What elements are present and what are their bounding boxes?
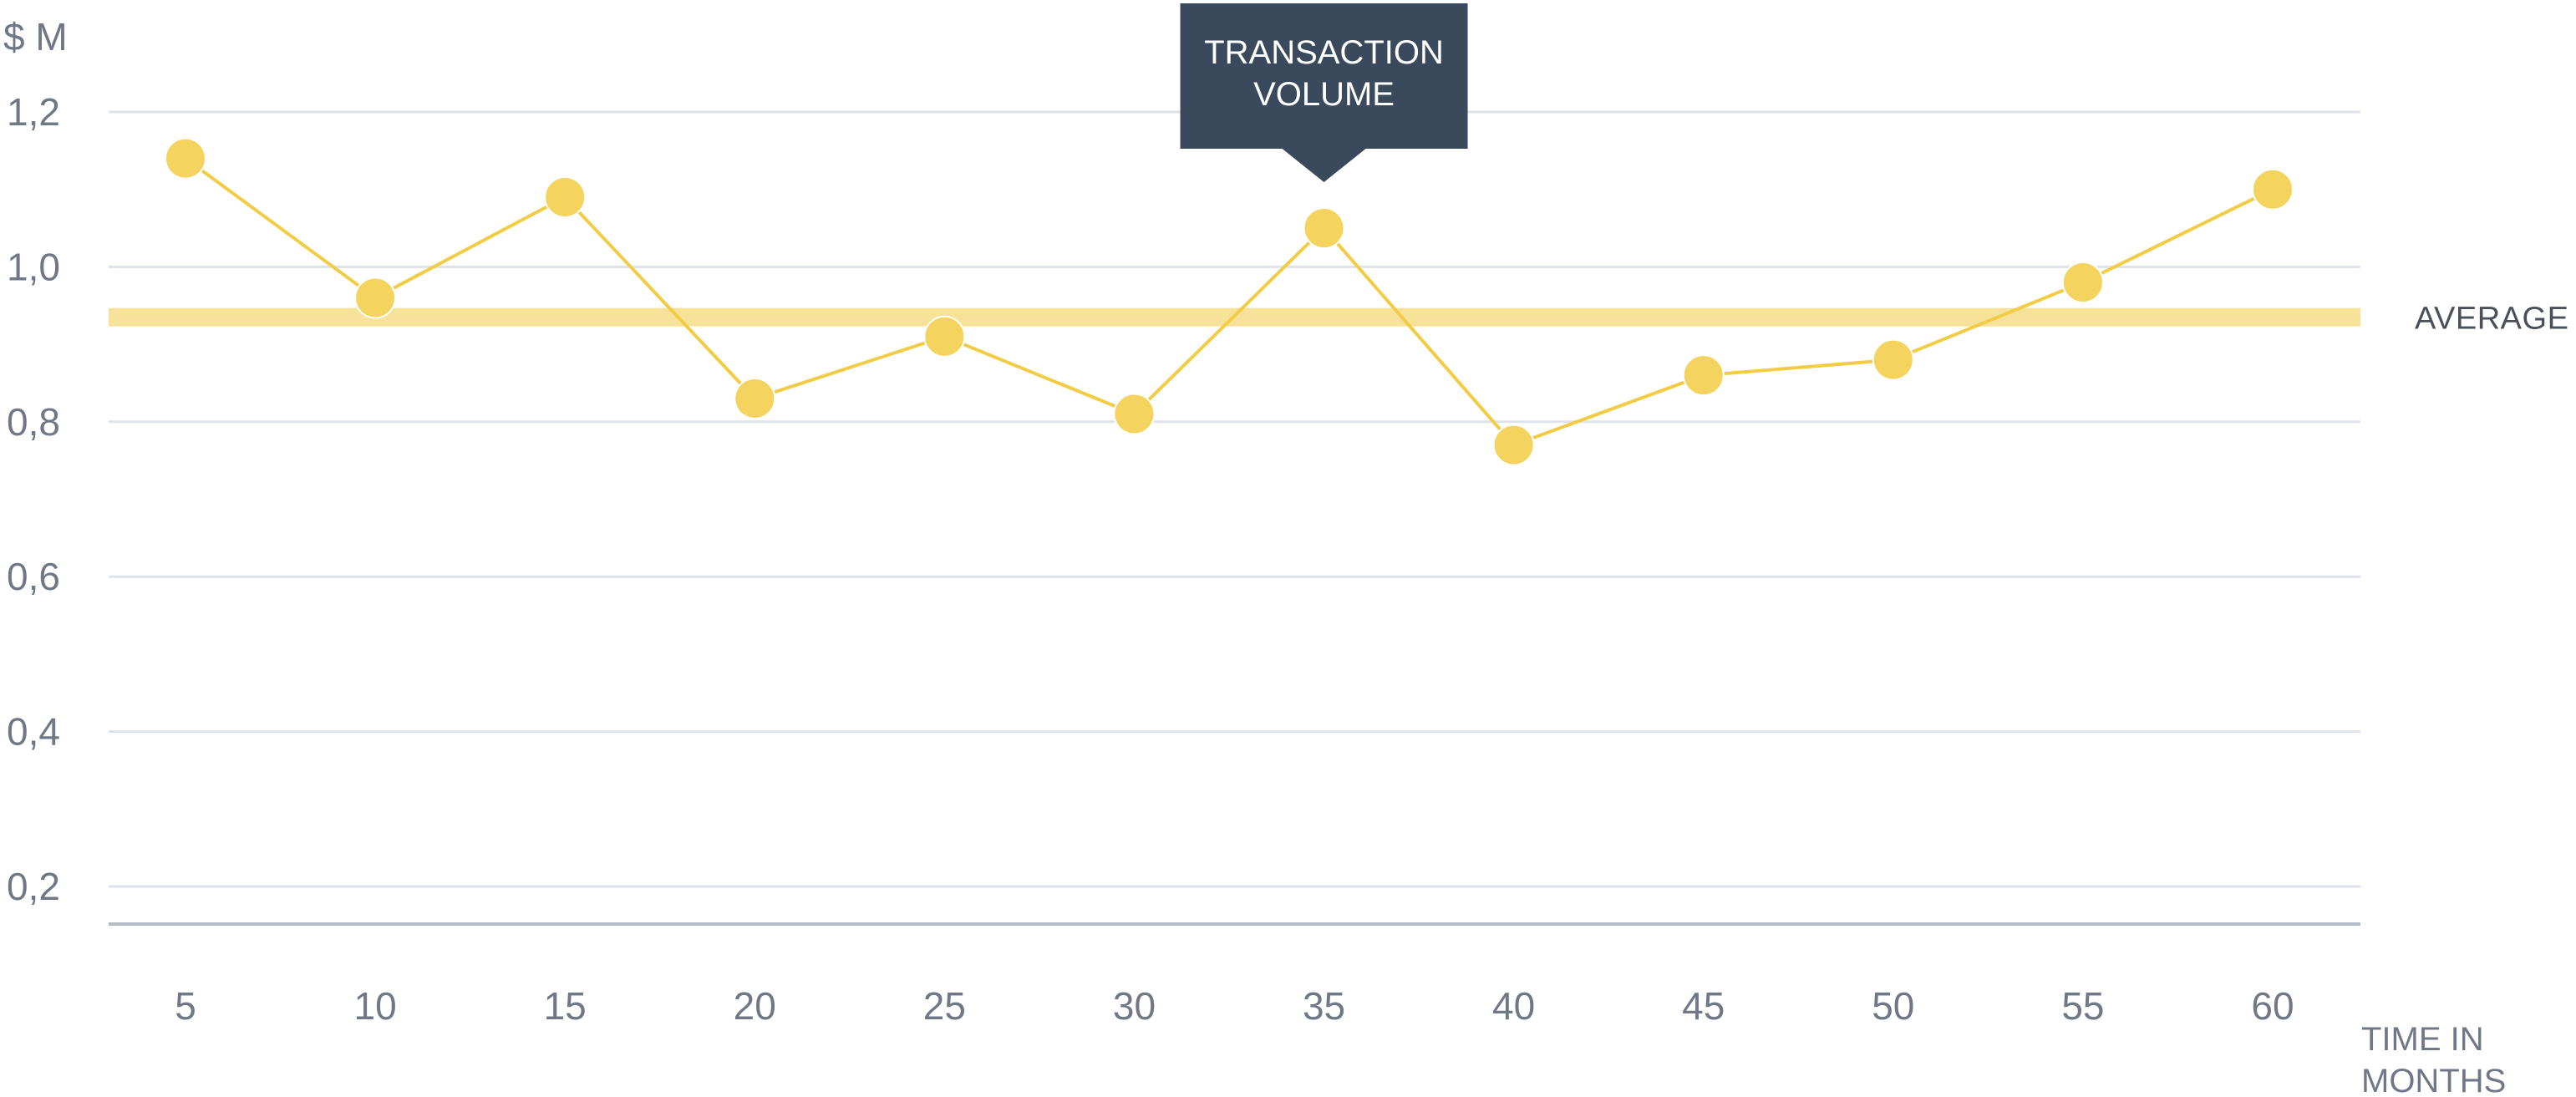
grid-lines — [109, 110, 2360, 888]
data-points — [165, 137, 2294, 466]
y-axis-ticks: 1,2 1,0 0,8 0,6 0,4 0,2 — [7, 90, 60, 908]
transaction-volume-tooltip: TRANSACTION VOLUME — [1180, 3, 1468, 182]
average-label: AVERAGE — [2415, 302, 2568, 337]
x-tick-label: 5 — [175, 984, 196, 1028]
x-tick-label: 10 — [354, 984, 397, 1028]
data-point — [2252, 168, 2294, 211]
x-tick-label: 30 — [1113, 984, 1156, 1028]
data-point — [1303, 207, 1345, 250]
tooltip-background — [1180, 3, 1468, 182]
x-tick-label: 20 — [734, 984, 776, 1028]
data-point — [1682, 354, 1725, 397]
data-point — [2061, 261, 2104, 303]
data-point — [923, 315, 966, 358]
data-point — [1872, 338, 1914, 381]
x-tick-label: 50 — [1872, 984, 1914, 1028]
y-tick-label: 0,2 — [7, 865, 60, 908]
y-tick-label: 1,2 — [7, 90, 60, 134]
y-tick-label: 0,4 — [7, 710, 60, 754]
x-axis-ticks: 5 10 15 20 25 30 35 40 45 50 55 60 — [175, 984, 2294, 1028]
data-point — [734, 377, 776, 419]
series-line — [184, 157, 2274, 447]
x-axis-label-line-2: MONTHS — [2361, 1063, 2506, 1097]
tooltip-label-line-2: VOLUME — [1253, 76, 1395, 113]
x-tick-label: 35 — [1303, 984, 1345, 1028]
x-tick-label: 25 — [923, 984, 966, 1028]
y-tick-label: 0,8 — [7, 400, 60, 444]
x-axis-label-line-1: TIME IN — [2361, 1021, 2484, 1058]
data-point — [354, 277, 397, 319]
data-point — [165, 137, 206, 180]
y-tick-label: 0,6 — [7, 555, 60, 598]
x-tick-label: 60 — [2251, 984, 2294, 1028]
x-tick-label: 15 — [544, 984, 587, 1028]
x-tick-label: 40 — [1492, 984, 1535, 1028]
x-tick-label: 55 — [2061, 984, 2104, 1028]
x-tick-label: 45 — [1682, 984, 1725, 1028]
tooltip-label-line-1: TRANSACTION — [1204, 34, 1444, 71]
x-axis-label: TIME IN MONTHS — [2361, 1021, 2506, 1097]
y-axis-unit-label: $ M — [3, 15, 68, 58]
y-tick-label: 1,0 — [7, 245, 60, 288]
data-point — [544, 175, 587, 218]
data-point — [1113, 393, 1156, 435]
data-point — [1492, 424, 1535, 466]
